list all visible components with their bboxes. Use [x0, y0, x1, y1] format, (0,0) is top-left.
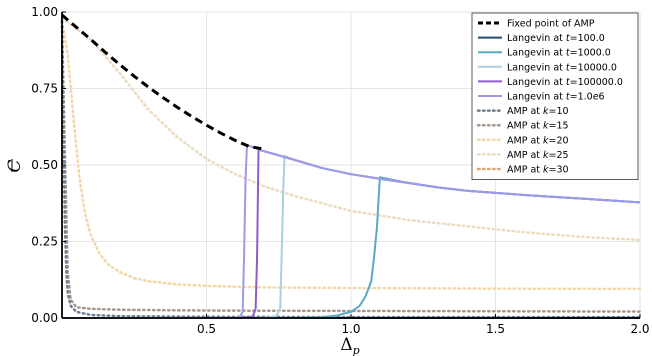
y-tick-label-4: 1.00: [31, 5, 58, 19]
ticks: 0.5 1.0 1.5 2.0 0.00 0.25 0.50 0.75 1.00: [31, 5, 649, 336]
legend-label-2: Langevin at t=1000.0: [507, 48, 611, 59]
x-tick-label-1: 1.0: [341, 322, 360, 336]
x-tick-label-0: 0.5: [197, 322, 216, 336]
series-line-9: [60, 16, 642, 242]
series-line-8: [60, 19, 642, 291]
series-line-0: [61, 13, 265, 151]
y-tick-label-3: 0.75: [31, 82, 58, 96]
legend-label-3: Langevin at t=10000.0: [507, 62, 617, 73]
legend-label-8: AMP at k=20: [507, 135, 569, 146]
y-axis-label: C: [5, 159, 25, 172]
x-tick-label-3: 2.0: [630, 322, 649, 336]
legend-label-6: AMP at k=10: [507, 106, 569, 117]
x-axis-label-subscript: p: [353, 344, 360, 356]
x-tick-label-2: 1.5: [486, 322, 505, 336]
y-tick-label-1: 0.25: [31, 235, 58, 249]
legend-label-5: Langevin at t=1.0e6: [507, 92, 605, 103]
legend-label-4: Langevin at t=100000.0: [507, 77, 623, 88]
legend-label-9: AMP at k=25: [507, 150, 569, 161]
legend-label-1: Langevin at t=100.0: [507, 33, 605, 44]
legend-label-10: AMP at k=30: [507, 165, 569, 176]
series-line-7: [60, 19, 642, 313]
series-line-5: [62, 144, 641, 319]
legend-label-7: AMP at k=15: [507, 121, 569, 132]
legend-label-0: Fixed point of AMP: [507, 19, 595, 30]
series-line-6: [60, 19, 642, 319]
y-tick-label-0: 0.00: [31, 311, 58, 325]
x-axis-label: Δp: [340, 335, 359, 356]
legend: Fixed point of AMP Langevin at t=100.0 Lan…: [471, 12, 639, 181]
y-tick-label-2: 0.50: [31, 158, 58, 172]
